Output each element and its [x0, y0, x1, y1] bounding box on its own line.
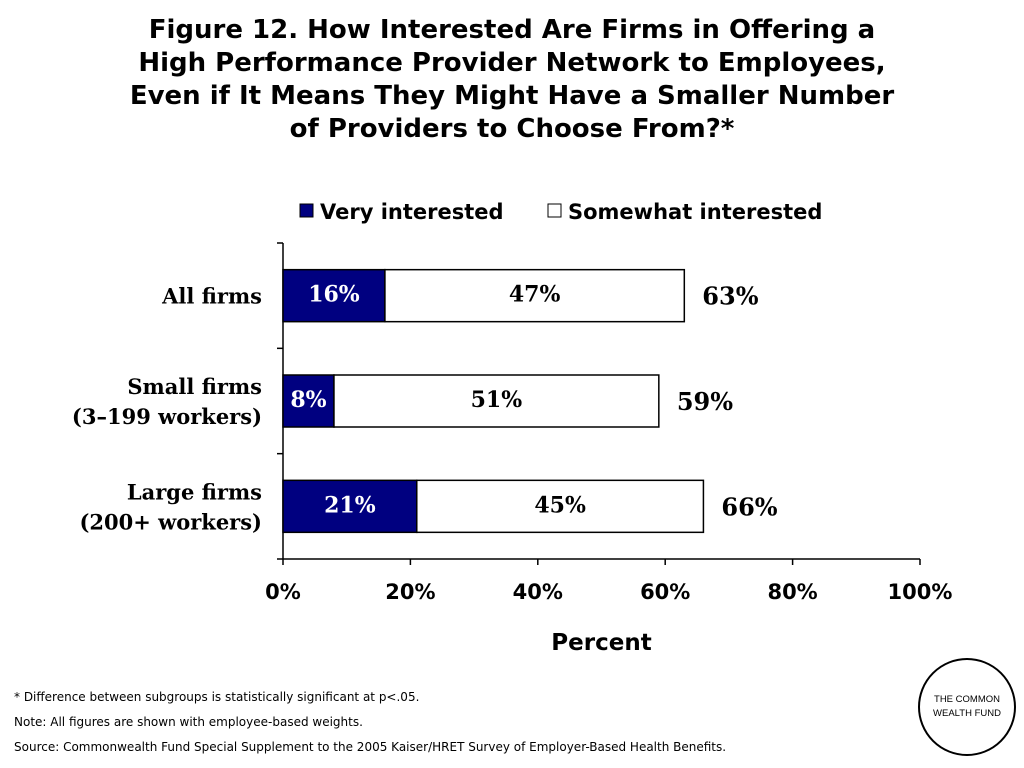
commonwealth-fund-logo: THE COMMONWEALTH FUND: [918, 658, 1016, 756]
footnote-source: Source: Commonwealth Fund Special Supple…: [14, 740, 727, 754]
bar-total-label: 63%: [702, 282, 758, 311]
category-label: All firms: [161, 284, 262, 309]
bar-data-label: 8%: [290, 387, 326, 413]
category-label: Large firms: [127, 479, 262, 504]
x-tick-label: 40%: [513, 580, 563, 604]
legend-swatch: [299, 203, 314, 218]
footnote-significance: * Difference between subgroups is statis…: [14, 690, 420, 704]
bar-total-label: 66%: [721, 492, 777, 521]
bar-data-label: 16%: [308, 282, 360, 308]
title-line: of Providers to Choose From?*: [289, 114, 735, 144]
logo-text: THE COMMONWEALTH FUND: [933, 694, 1001, 719]
bar-data-label: 45%: [534, 492, 586, 518]
bar-segment: [333, 374, 660, 428]
x-tick-label: 20%: [385, 580, 435, 604]
category-label: (3–199 workers): [72, 404, 262, 429]
bar-chart: Very interested Somewhat interested 0% 20% 4…: [72, 200, 953, 656]
bar-segment: [282, 374, 335, 428]
x-tick-label: 0%: [265, 580, 301, 604]
bar-data-label: 51%: [471, 387, 523, 413]
title-line: High Performance Provider Network to Emp…: [138, 48, 886, 78]
title-line: Figure 12. How Interested Are Firms in O…: [148, 15, 876, 45]
legend-label: Somewhat interested: [568, 200, 822, 224]
category-label: (200+ workers): [79, 509, 262, 534]
bar-segment: [384, 268, 686, 323]
x-axis-label: Percent: [551, 630, 651, 656]
bar-segment: [416, 479, 705, 534]
title-line: Even if It Means They Might Have a Small…: [129, 81, 895, 111]
footnote-note: Note: All figures are shown with employe…: [14, 715, 363, 729]
x-tick-label: 80%: [767, 580, 817, 604]
bar-data-label: 47%: [509, 282, 561, 308]
bar-data-label: 21%: [324, 492, 376, 518]
bar-segment: [282, 268, 386, 323]
legend-label: Very interested: [320, 200, 504, 224]
legend-swatch: [547, 203, 562, 218]
bar-total-label: 59%: [677, 387, 733, 416]
x-tick-label: 60%: [640, 580, 690, 604]
chart-title: Figure 12. How Interested Are Firms in O…: [60, 14, 964, 146]
category-label: Small firms: [127, 374, 262, 399]
x-tick-label: 100%: [888, 580, 953, 604]
